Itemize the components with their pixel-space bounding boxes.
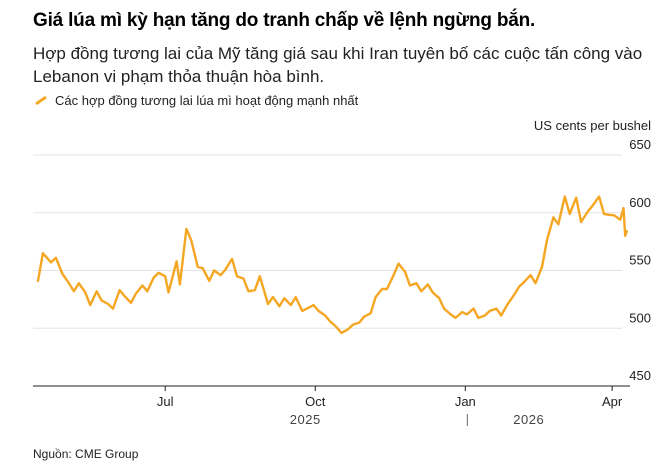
legend: Các hợp đồng tương lai lúa mì hoạt động … — [33, 93, 358, 108]
y-tick-label: 450 — [629, 368, 651, 383]
y-axis-unit-label: US cents per bushel — [533, 118, 651, 133]
x-tick-label: Jul — [157, 394, 174, 409]
y-tick-label: 500 — [629, 310, 651, 325]
x-tick-label: Oct — [305, 394, 326, 409]
series-line — [36, 195, 628, 335]
x-tick-label: Jan — [455, 394, 476, 409]
y-tick-label: 650 — [629, 137, 651, 152]
legend-label: Các hợp đồng tương lai lúa mì hoạt động … — [55, 93, 359, 108]
y-tick-label: 550 — [629, 253, 651, 268]
y-tick-label: 600 — [629, 195, 651, 210]
year-label: 2025 — [290, 412, 321, 427]
chart-subtitle: Hợp đồng tương lai của Mỹ tăng giá sau k… — [33, 44, 643, 86]
source-note: Nguồn: CME Group — [33, 447, 139, 461]
year-label: 2026 — [513, 412, 544, 427]
chart-title: Giá lúa mì kỳ hạn tăng do tranh chấp về … — [33, 10, 536, 31]
x-tick-label: Apr — [602, 394, 623, 409]
